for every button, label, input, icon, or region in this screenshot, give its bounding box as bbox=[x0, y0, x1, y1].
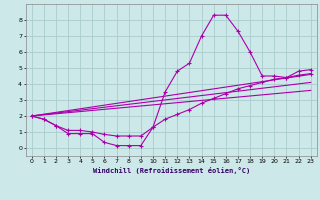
X-axis label: Windchill (Refroidissement éolien,°C): Windchill (Refroidissement éolien,°C) bbox=[92, 167, 250, 174]
